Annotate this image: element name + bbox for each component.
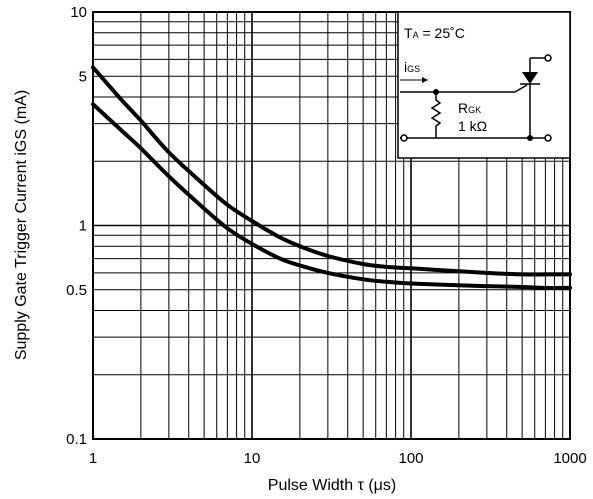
resistor-value: 1 kΩ (458, 118, 487, 134)
resistor-label: RGK (458, 100, 481, 116)
series-layer (91, 65, 572, 290)
x-axis-label: Pulse Width τ (μs) (268, 477, 396, 494)
inset-box (397, 11, 571, 159)
series-line-1 (91, 65, 572, 277)
left-terminal (400, 134, 408, 142)
y-tick-labels: 10 5 1 0.5 0.1 (66, 4, 87, 448)
x-tick-label: 100 (398, 450, 423, 467)
current-arrow-head (422, 77, 428, 83)
x-tick-label: 1 (89, 450, 97, 467)
y-tick-label: 10 (70, 4, 87, 21)
x-tick-labels: 1 10 100 1000 (89, 450, 587, 467)
y-tick-label: 0.1 (66, 431, 87, 448)
y-axis-label: Supply Gate Trigger Current iGS (mA) (13, 90, 30, 360)
plot-frame (92, 11, 571, 440)
gate-cathode-resistor (430, 92, 442, 138)
gate-connection (514, 84, 528, 93)
cathode-node (527, 135, 533, 141)
anode-terminal (544, 54, 552, 62)
thyristor-triangle (522, 72, 538, 84)
x-tick-label: 1000 (553, 450, 586, 467)
y-tick-label: 0.5 (66, 282, 87, 299)
right-terminal (544, 134, 552, 142)
y-tick-label: 1 (79, 218, 87, 235)
gate-current-label: iGS (404, 59, 420, 75)
y-tick-label: 5 (79, 68, 87, 85)
inset-schematic: TA = 25˚C iGS RGK 1 kΩ (397, 11, 571, 159)
x-tick-label: 10 (244, 450, 261, 467)
temperature-condition: TA = 25˚C (404, 25, 465, 41)
series-line-2 (91, 102, 572, 290)
